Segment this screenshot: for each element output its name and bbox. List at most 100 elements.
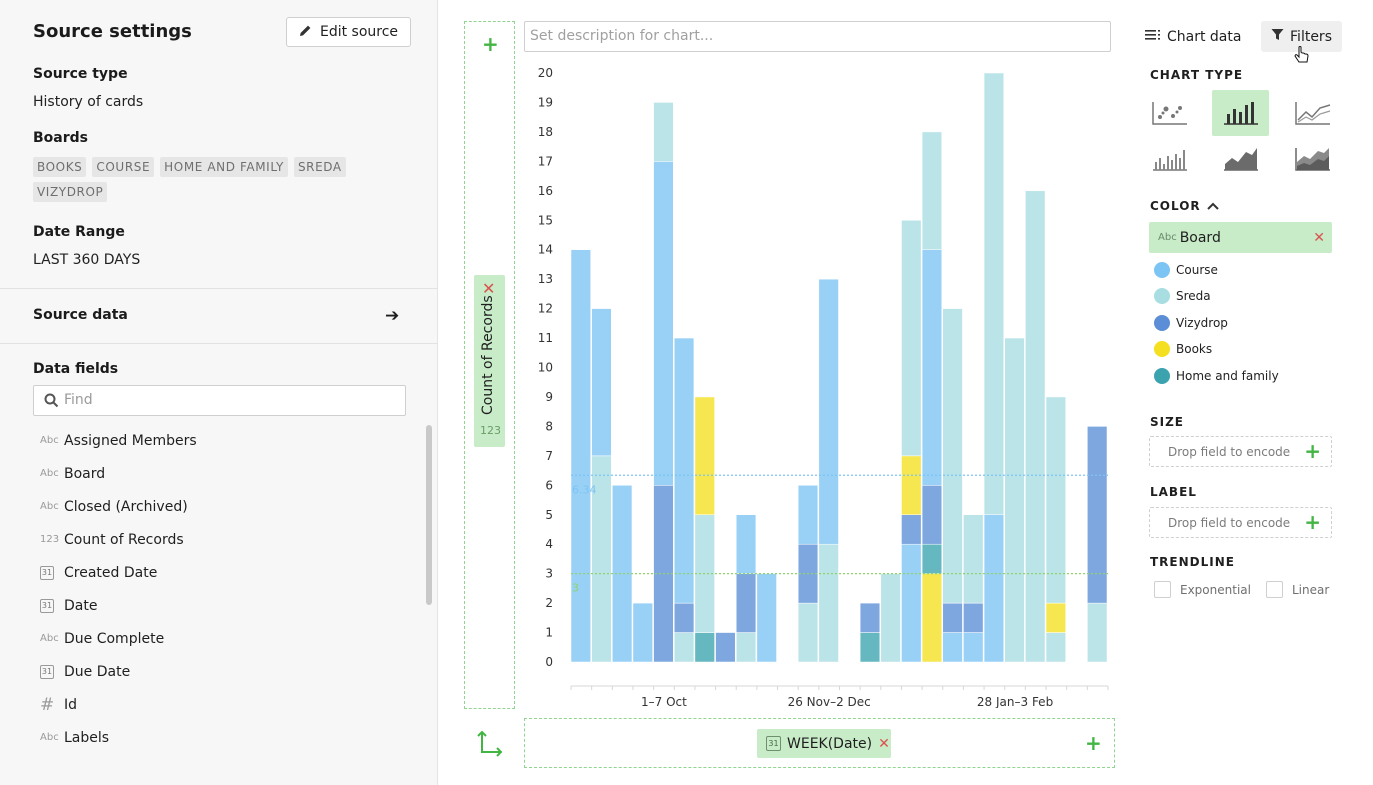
legend-item-vizydrop[interactable]: Vizydrop [1154,315,1228,331]
data-field-item[interactable]: Abc Due Complete [40,622,410,655]
source-type-label: Source type [33,66,128,82]
bar-segment [735,632,757,663]
bar-segment [1004,337,1025,663]
grouped-bar-chart-type-icon[interactable] [1141,136,1198,182]
area-chart-type-icon[interactable] [1212,136,1269,182]
y-tick-label: 10 [538,361,553,375]
bar-segment [1087,426,1108,604]
stacked-bar-chart: 012345678910111213141516171819206.3431–7… [538,66,1109,708]
calendar-icon: 31 [766,736,781,751]
add-label-field-icon[interactable]: + [1304,510,1321,534]
add-x-field-icon[interactable]: + [1085,731,1102,755]
y-tick-label: 8 [545,419,553,433]
legend-label: Course [1176,263,1218,277]
scatter-chart-type-icon[interactable] [1141,90,1198,136]
swap-axes-icon[interactable] [476,729,504,761]
field-name: Created Date [64,564,158,581]
size-heading: SIZE [1150,415,1185,429]
bar-segment [818,278,839,545]
color-field-pill[interactable]: Abc Board ✕ [1149,222,1332,253]
field-list-scrollbar[interactable] [426,425,432,605]
y-tick-label: 6 [545,478,553,492]
tab-chart-data-label: Chart data [1167,29,1242,45]
y-axis-field-pill[interactable]: ✕ Count of Records 123 [474,275,505,447]
chart-description-input[interactable] [530,28,1100,44]
remove-color-field-icon[interactable]: ✕ [1313,229,1325,246]
bar-segment [901,455,922,516]
legend-item-home-and-family[interactable]: Home and family [1154,368,1279,384]
trend-linear-option[interactable]: Linear [1266,581,1329,598]
legend-label: Vizydrop [1176,316,1228,330]
x-axis-field-pill[interactable]: 31 WEEK(Date) ✕ [757,729,891,758]
field-name: Due Date [64,663,131,680]
field-search-box[interactable] [33,385,406,416]
bar-segment [1025,190,1046,663]
remove-x-field-icon[interactable]: ✕ [878,735,890,752]
calendar-icon: 31 [40,565,64,580]
calendar-icon: 31 [40,664,64,679]
size-drop-zone[interactable]: Drop field to encode + [1149,436,1332,467]
edit-source-button[interactable]: Edit source [286,17,411,47]
y-tick-label: 9 [545,390,553,404]
data-field-item[interactable]: Abc Labels [40,721,410,754]
stacked-area-chart-type-icon[interactable] [1284,136,1341,182]
data-field-item[interactable]: Abc Assigned Members [40,424,410,457]
color-heading: COLOR [1150,199,1201,213]
legend-item-sreda[interactable]: Sreda [1154,288,1211,304]
data-field-item[interactable]: 31 Date [40,589,410,622]
date-range-label: Date Range [33,224,125,240]
data-field-item[interactable]: Abc Closed (Archived) [40,490,410,523]
data-field-item[interactable]: 123 Count of Records [40,523,410,556]
remove-y-field-icon[interactable]: ✕ [482,279,496,298]
color-section-toggle[interactable]: COLOR [1150,199,1219,213]
tab-filters-label: Filters [1290,28,1332,45]
y-tick-label: 15 [538,213,553,227]
legend-item-books[interactable]: Books [1154,341,1212,357]
divider [0,343,437,344]
field-name: Due Complete [64,630,165,647]
bar-segment [859,632,881,663]
y-axis-drop-zone[interactable]: + [464,21,515,709]
field-name: Assigned Members [64,432,197,449]
chart-description-box[interactable] [524,21,1111,52]
add-y-field-icon[interactable]: + [482,32,499,56]
field-name: Id [64,696,78,713]
exponential-label: Exponential [1180,582,1251,597]
x-axis-drop-zone[interactable]: + [524,718,1115,768]
field-name: Count of Records [64,531,184,548]
bar-segment [797,602,819,663]
board-tag: SREDA [293,157,346,177]
source-data-link[interactable]: Source data [33,307,128,323]
bar-segment [653,102,674,162]
bar-segment [1087,602,1108,663]
legend-label: Sreda [1176,289,1211,303]
field-search-input[interactable] [64,392,394,408]
label-drop-zone[interactable]: Drop field to encode + [1149,507,1332,538]
bar-segment [715,632,736,663]
y-tick-label: 20 [538,66,553,80]
text-type-icon: Abc [40,435,59,446]
arrow-right-icon[interactable]: ➔ [385,306,400,326]
bar-chart-type-icon[interactable] [1212,90,1269,136]
bar-segment [1045,396,1066,604]
size-drop-placeholder: Drop field to encode [1168,444,1291,459]
linear-checkbox[interactable] [1266,581,1283,598]
data-field-item[interactable]: # Id [40,688,410,721]
data-field-item[interactable]: 31 Due Date [40,655,410,688]
bar-segment [632,602,653,663]
exponential-checkbox[interactable] [1154,581,1171,598]
hash-icon: # [40,694,55,715]
line-chart-type-icon[interactable] [1284,90,1341,136]
bar-segment [674,337,695,604]
trend-exponential-option[interactable]: Exponential [1154,581,1251,598]
data-field-item[interactable]: 31 Created Date [40,556,410,589]
pencil-icon [299,24,312,41]
bar-segment [818,543,839,663]
trendline-heading: TRENDLINE [1150,555,1235,569]
data-field-item[interactable]: Abc Board [40,457,410,490]
legend-item-course[interactable]: Course [1154,262,1218,278]
add-size-field-icon[interactable]: + [1304,439,1321,463]
tab-chart-data[interactable]: Chart data [1145,29,1241,45]
legend-label: Home and family [1176,369,1279,383]
bar-segment [942,308,963,604]
